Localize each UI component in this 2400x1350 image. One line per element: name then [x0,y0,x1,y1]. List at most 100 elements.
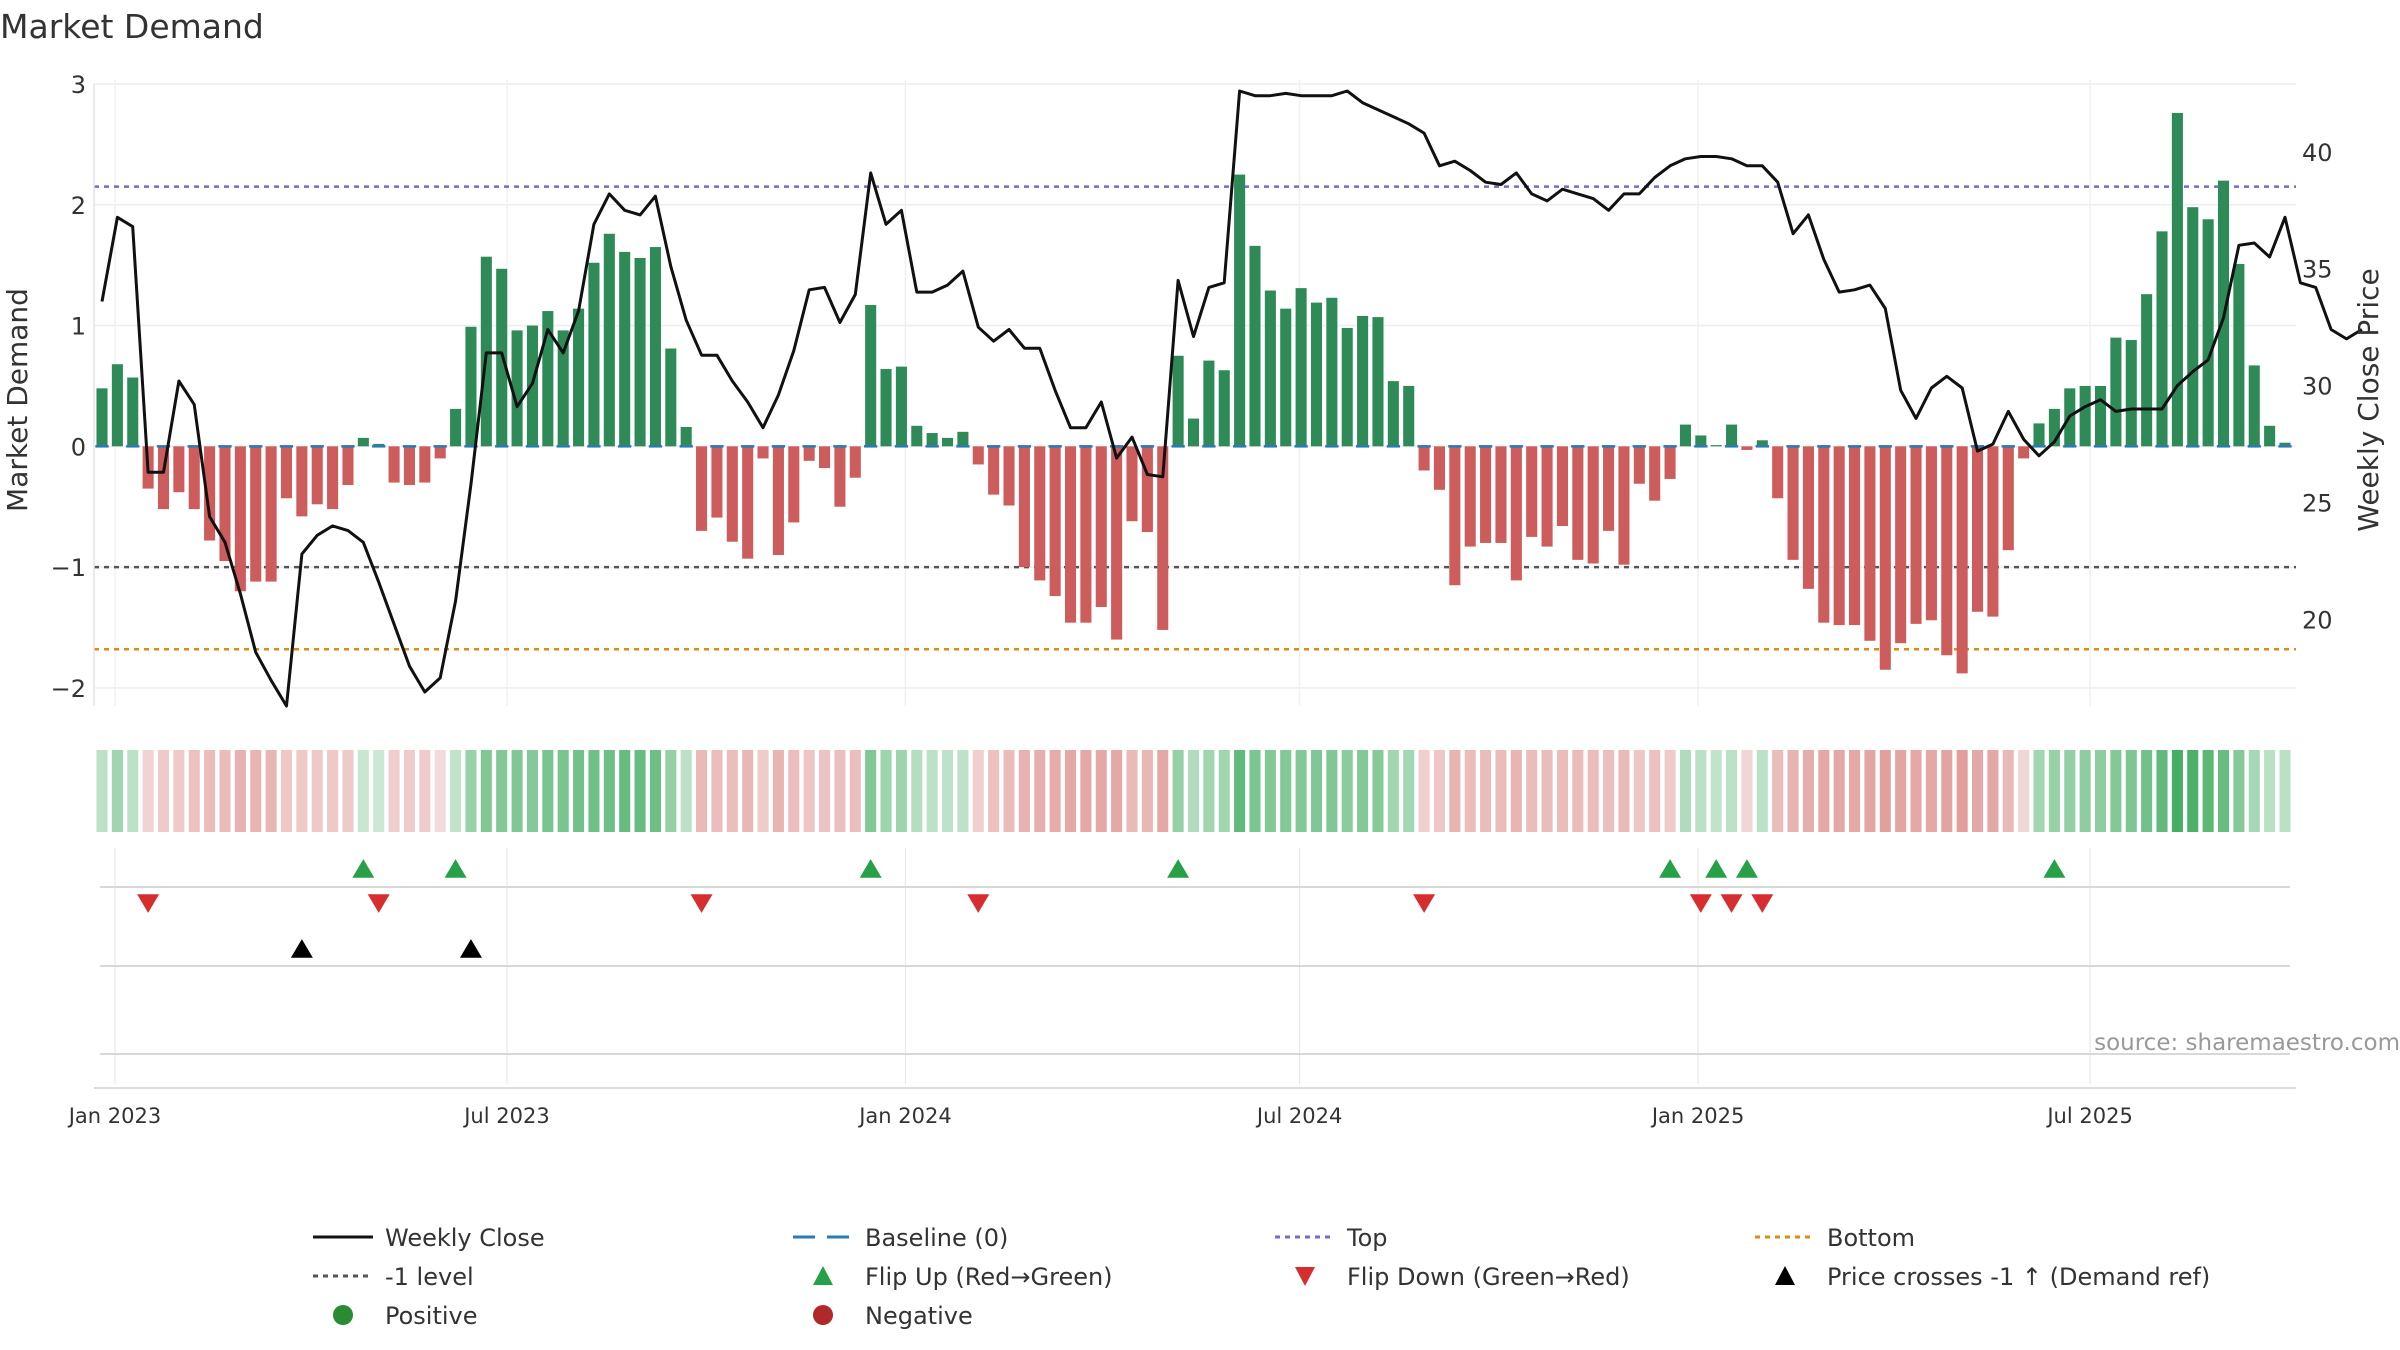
strip-cell-positive [649,750,661,832]
demand-bar-positive [2141,294,2153,447]
x-tick-label: Jan 2024 [857,1104,952,1128]
strip-cell-positive [373,750,385,832]
demand-bar-negative [1664,446,1676,479]
strip-cell-positive [1679,750,1691,832]
demand-bar-negative [342,446,354,485]
legend-item-baseline-0: Baseline (0) [865,1224,1008,1252]
legend-item-price-crosses-1-demand-ref: Price crosses -1 ↑ (Demand ref) [1827,1263,2210,1291]
demand-bar-negative [1418,446,1430,471]
y-tick-label: −2 [51,675,86,703]
demand-bar-negative [1941,446,1953,656]
demand-bar-positive [1264,290,1276,447]
demand-bar-negative [204,446,216,541]
strip-cell-negative [1541,750,1553,832]
demand-bar-negative [311,446,323,505]
demand-bar-negative [696,446,708,531]
strip-cell-negative [1849,750,1861,832]
strip-cell-positive [573,750,585,832]
demand-bar-negative [188,446,200,510]
strip-cell-negative [1633,750,1645,832]
strip-cell-negative [1526,750,1538,832]
strip-cell-positive [2279,750,2291,832]
strip-cell-positive [1234,750,1246,832]
flip-up-marker [444,859,467,878]
flip-up-marker [1167,859,1190,878]
y2-tick-label: 30 [2302,373,2333,401]
demand-bar-positive [2264,425,2276,447]
strip-cell-negative [188,750,200,832]
strip-cell-negative [1972,750,1984,832]
demand-bar-negative [1126,446,1138,522]
demand-bar-positive [865,305,877,447]
strip-cell-positive [680,750,692,832]
strip-cell-negative [1941,750,1953,832]
price-line-group [100,89,2363,708]
demand-bar-positive [1326,297,1338,447]
strip-cell-positive [96,750,108,832]
legend-item-flip-down-green-red: Flip Down (Green→Red) [1347,1263,1630,1291]
strip-cell-negative [327,750,339,832]
strip-cell-negative [265,750,277,832]
demand-bar-negative [757,446,769,459]
x-tick-label: Jul 2023 [462,1104,549,1128]
strip-cell-negative [849,750,861,832]
strip-cell-positive [465,750,477,832]
strip-cell-negative [1618,750,1630,832]
strip-cell-positive [1172,750,1184,832]
strip-cell-negative [1987,750,1999,832]
demand-bar-positive [603,233,615,447]
demand-bar-negative [1633,446,1645,484]
y-tick-label: 2 [71,192,86,220]
demand-bar-negative [1910,446,1922,624]
strip-cell-positive [480,750,492,832]
demand-bar-positive [542,311,554,447]
legend-item-negative-swatch [813,1305,833,1325]
strip-cell-positive [2233,750,2245,832]
demand-bar-negative [1556,446,1568,527]
x-tick-label: Jul 2025 [2045,1104,2132,1128]
demand-bar-positive [2233,263,2245,447]
strip-cell-negative [311,750,323,832]
flip-up-marker [2043,859,2066,878]
legend-item-flip-up-red-green-swatch [813,1266,833,1285]
strip-cell-positive [2125,750,2137,832]
legend-item-negative: Negative [865,1302,973,1330]
strip-cell-positive [634,750,646,832]
legend-item-weekly-close: Weekly Close [385,1224,545,1252]
strip-cell-negative [1034,750,1046,832]
strip-cell-negative [757,750,769,832]
strip-cell-negative [742,750,754,832]
demand-bar-negative [2018,446,2030,459]
demand-bar-positive [465,326,477,447]
y2-tick-label: 25 [2302,490,2333,518]
demand-bar-positive [957,431,969,447]
demand-bar-positive [926,433,938,447]
strip-cell-negative [173,750,185,832]
strip-cell-negative [250,750,262,832]
demand-bar-positive [1218,370,1230,447]
strip-cell-negative [403,750,415,832]
strip-cell-negative [1464,750,1476,832]
demand-bar-positive [2171,112,2183,447]
demand-bar-negative [388,446,400,483]
demand-bar-positive [649,247,661,447]
demand-bar-positive [1234,174,1246,447]
strip-cell-positive [2141,750,2153,832]
flip-up-marker [1659,859,1682,878]
flip-up-marker [1705,859,1728,878]
strip-cell-negative [142,750,154,832]
demand-bar-negative [1603,446,1615,531]
flip-down-marker [1751,894,1774,913]
strip-cell-negative [1157,750,1169,832]
demand-bar-negative [972,446,984,465]
flip-up-marker [1735,859,1758,878]
strip-cell-negative [1080,750,1092,832]
demand-bar-positive [111,364,123,447]
demand-bar-positive [1295,288,1307,447]
demand-bar-negative [819,446,831,469]
strip-cell-negative [1802,750,1814,832]
strip-cell-negative [1418,750,1430,832]
demand-bar-negative [1510,446,1522,581]
strip-cell-positive [1341,750,1353,832]
demand-bar-negative [1618,446,1630,565]
